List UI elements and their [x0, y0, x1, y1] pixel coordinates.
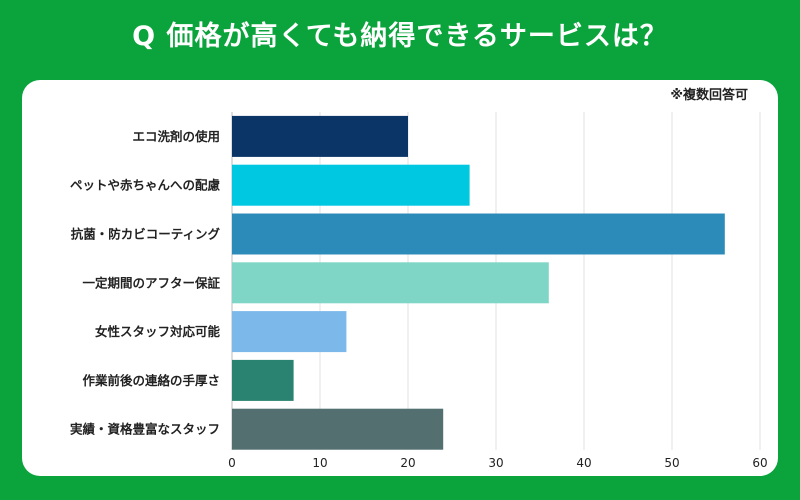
x-tick-label-40: 40: [576, 456, 591, 470]
multiple-answer-note: ※複数回答可: [670, 88, 748, 103]
category-label-7: 実績・資格豊富なスタッフ: [70, 422, 220, 437]
category-label-3: 抗菌・防カビコーティング: [71, 227, 221, 242]
category-label-1: エコ洗剤の使用: [132, 129, 220, 144]
x-tick-label-0: 0: [228, 456, 236, 470]
bar-6: [232, 359, 294, 401]
bar-1: [232, 115, 408, 157]
category-label-5: 女性スタッフ対応可能: [95, 324, 221, 339]
category-label-2: ペットや赤ちゃんへの配慮: [70, 178, 221, 193]
category-label-6: 作業前後の連絡の手厚さ: [82, 373, 220, 388]
bar-2: [232, 164, 470, 206]
category-label-4: 一定期間のアフター保証: [82, 275, 220, 290]
bar-3: [232, 213, 725, 255]
x-tick-label-20: 20: [400, 456, 415, 470]
bar-7: [232, 408, 444, 450]
page-title: Q 価格が高くても納得できるサービスは？: [132, 21, 668, 52]
x-tick-label-10: 10: [312, 456, 327, 470]
x-tick-label-30: 30: [488, 456, 503, 470]
x-tick-label-60: 60: [752, 456, 767, 470]
bar-4: [232, 262, 549, 304]
x-tick-label-50: 50: [664, 456, 679, 470]
bar-5: [232, 311, 347, 353]
